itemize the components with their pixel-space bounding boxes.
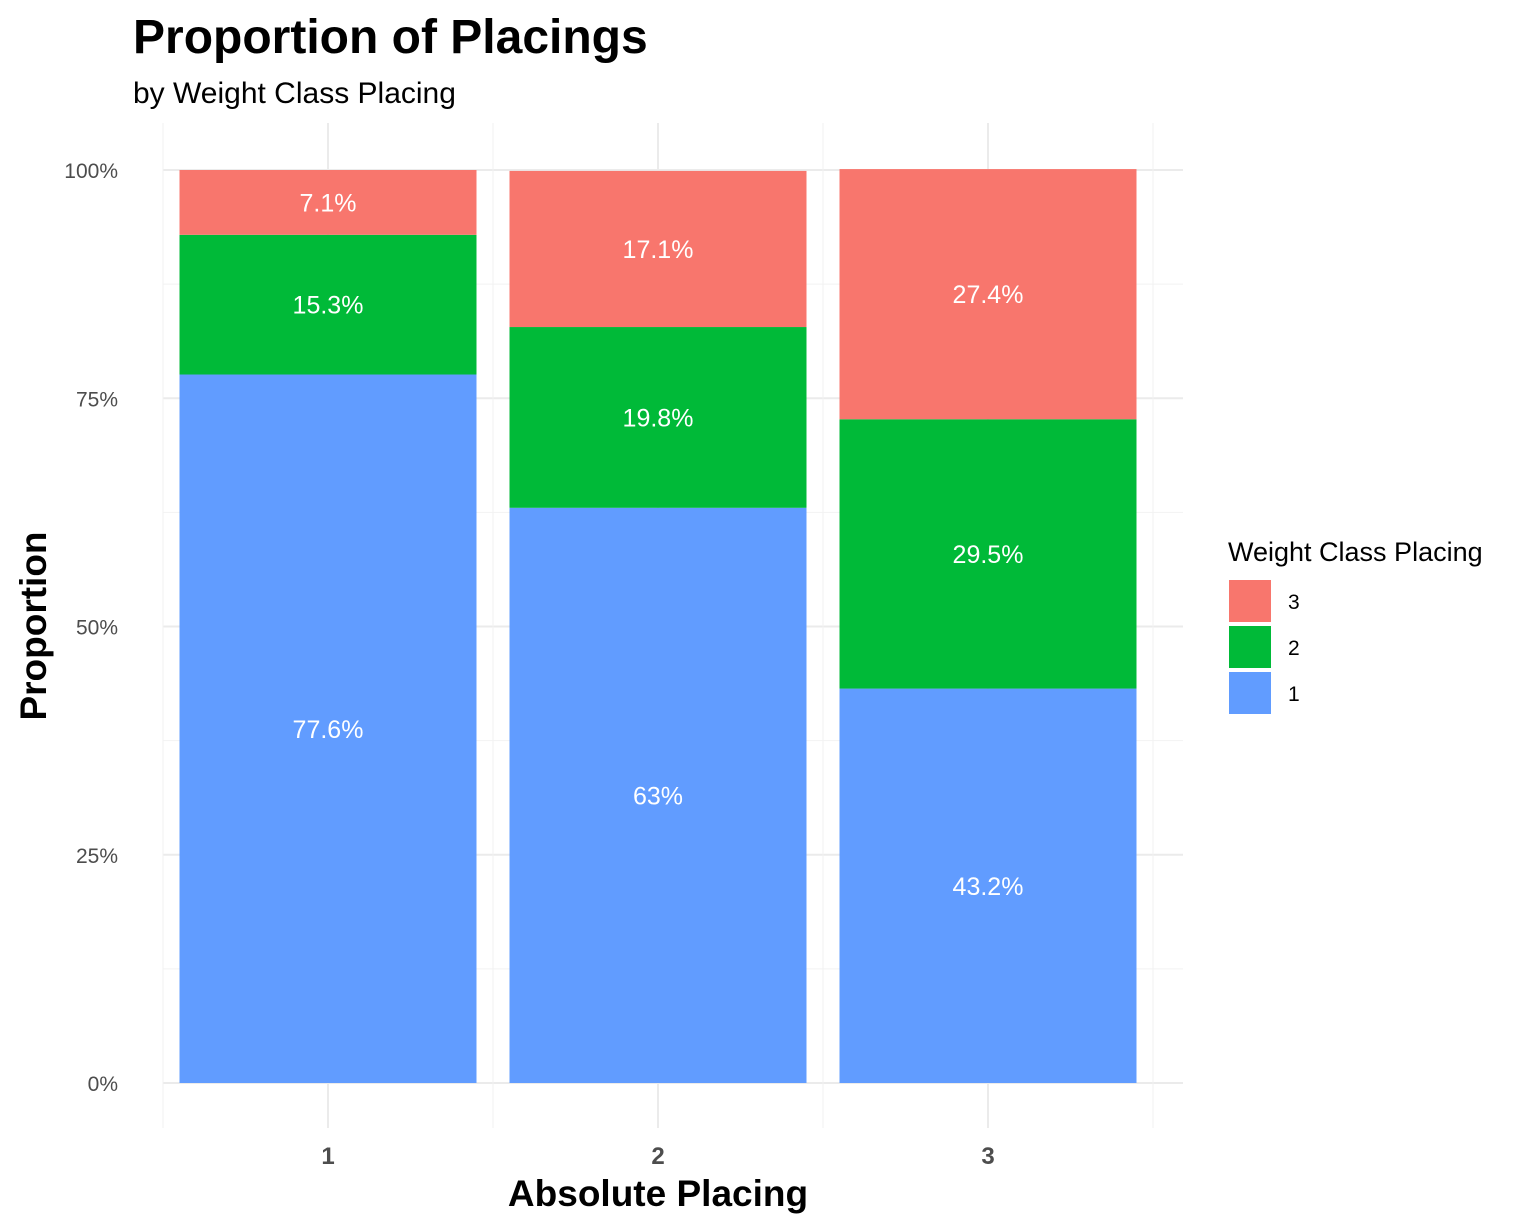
legend-label-3: 3 (1288, 591, 1300, 614)
x-axis-title: Absolute Placing (508, 1173, 808, 1214)
bar-segment-1-series-3 (179, 170, 477, 235)
y-tick-label: 25% (76, 845, 118, 868)
chart-title: Proportion of Placings (133, 11, 648, 64)
bar-label-1-series-3: 7.1% (300, 189, 357, 217)
bars (179, 169, 1137, 1084)
legend-swatch-1 (1229, 672, 1271, 714)
bar-label-1-series-1: 77.6% (293, 716, 364, 744)
x-axis-ticks: 1 2 3 (321, 1143, 994, 1170)
legend-swatch-3 (1229, 580, 1271, 622)
y-tick-label: 75% (76, 388, 118, 411)
bar-label-3-series-2: 29.5% (953, 541, 1024, 569)
y-tick-label: 100% (64, 160, 118, 183)
bar-labels: 77.6% 15.3% 7.1% 63% 19.8% 17.1% 43.2% 29.5% 27.… (293, 189, 1024, 900)
bar-segment-2-series-1 (509, 507, 807, 1083)
bar-label-3-series-3: 27.4% (953, 281, 1024, 309)
x-tick-label: 2 (651, 1143, 664, 1170)
chart-subtitle: by Weight Class Placing (133, 77, 456, 110)
legend-swatch-2 (1229, 626, 1271, 668)
legend-label-1: 1 (1288, 683, 1300, 706)
y-tick-label: 50% (76, 617, 118, 640)
bar-label-2-series-3: 17.1% (623, 236, 694, 264)
bar-label-1-series-2: 15.3% (293, 292, 364, 320)
y-axis-title: Proportion (13, 531, 54, 720)
bar-label-3-series-1: 43.2% (953, 873, 1024, 901)
bar-label-2-series-2: 19.8% (623, 404, 694, 432)
bar-segment-3-series-3 (839, 169, 1137, 420)
bar-segment-1-series-2 (179, 234, 477, 375)
x-tick-label: 1 (321, 1143, 334, 1170)
bar-segment-2-series-2 (509, 327, 807, 508)
y-axis-ticks: 0% 25% 50% 75% 100% (64, 160, 118, 1096)
legend-label-2: 2 (1288, 637, 1300, 660)
legend-title: Weight Class Placing (1228, 537, 1483, 567)
bar-segment-3-series-1 (839, 688, 1137, 1083)
legend: Weight Class Placing 3 2 1 (1228, 537, 1483, 714)
x-tick-label: 3 (981, 1143, 994, 1170)
bar-segment-2-series-3 (509, 170, 807, 328)
bar-segment-3-series-2 (839, 419, 1137, 689)
bar-segment-1-series-1 (179, 374, 477, 1084)
y-tick-label: 0% (88, 1073, 118, 1096)
bar-label-2-series-1: 63% (633, 782, 683, 810)
